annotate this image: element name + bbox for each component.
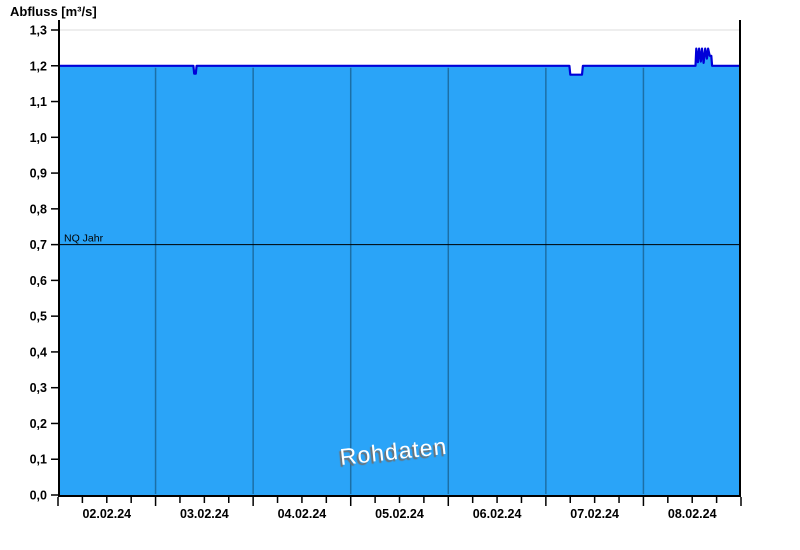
x-day-label: 05.02.24 <box>375 507 424 521</box>
y-tick-label: 0,4 <box>30 345 47 359</box>
y-tick-label: 0,2 <box>30 417 47 431</box>
x-day-label: 03.02.24 <box>180 507 229 521</box>
y-tick-label: 0,6 <box>30 274 47 288</box>
y-tick-label: 0,0 <box>30 489 47 503</box>
y-tick-label: 0,3 <box>30 381 47 395</box>
reference-line-label: NQ Jahr <box>64 233 104 245</box>
x-day-label: 04.02.24 <box>278 507 327 521</box>
y-tick-label: 0,1 <box>30 453 47 467</box>
x-day-label: 07.02.24 <box>570 507 619 521</box>
x-day-label: 08.02.24 <box>668 507 717 521</box>
series-line <box>58 47 741 76</box>
x-day-label: 02.02.24 <box>82 507 131 521</box>
y-tick-label: 0,7 <box>30 238 47 252</box>
series-fill-area <box>58 48 741 495</box>
y-tick-label: 1,2 <box>30 59 47 73</box>
y-tick-label: 1,0 <box>30 131 47 145</box>
y-tick-label: 0,9 <box>30 167 47 181</box>
y-tick-label: 1,3 <box>30 24 47 38</box>
x-day-label: 06.02.24 <box>473 507 522 521</box>
chart-title: Abfluss [m³/s] <box>10 4 97 19</box>
y-tick-label: 0,8 <box>30 202 47 216</box>
y-tick-label: 0,5 <box>30 310 47 324</box>
y-tick-label: 1,1 <box>30 95 47 109</box>
